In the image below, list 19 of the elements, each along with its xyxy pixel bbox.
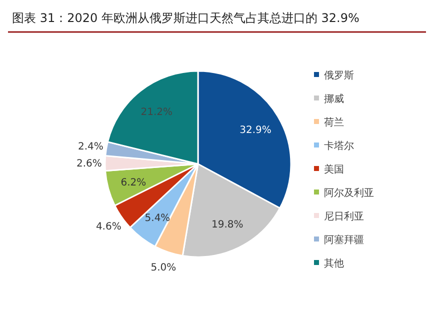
data-label: 32.9% <box>240 125 272 136</box>
legend-label: 俄罗斯 <box>324 70 354 82</box>
data-label: 5.0% <box>150 262 176 274</box>
legend-label: 挪威 <box>324 93 344 105</box>
data-label: 5.4% <box>144 212 170 224</box>
data-label: 19.8% <box>212 220 244 231</box>
legend-label: 荷兰 <box>324 116 344 128</box>
legend-label: 阿尔及利亚 <box>324 187 374 199</box>
data-label: 2.6% <box>76 158 102 170</box>
data-label: 6.2% <box>120 177 146 188</box>
legend-label: 阿塞拜疆 <box>324 234 364 246</box>
legend-label: 卡塔尔 <box>324 140 354 152</box>
data-label: 2.4% <box>78 142 104 153</box>
legend-label: 美国 <box>324 164 344 176</box>
legend-label: 其他 <box>324 258 344 270</box>
chart-title: 图表 31：2020 年欧洲从俄罗斯进口天然气占其总进口的 32.9% <box>12 11 360 25</box>
data-label: 4.6% <box>96 222 122 233</box>
legend-label: 尼日利亚 <box>324 210 364 222</box>
data-label: 21.2% <box>140 106 173 118</box>
